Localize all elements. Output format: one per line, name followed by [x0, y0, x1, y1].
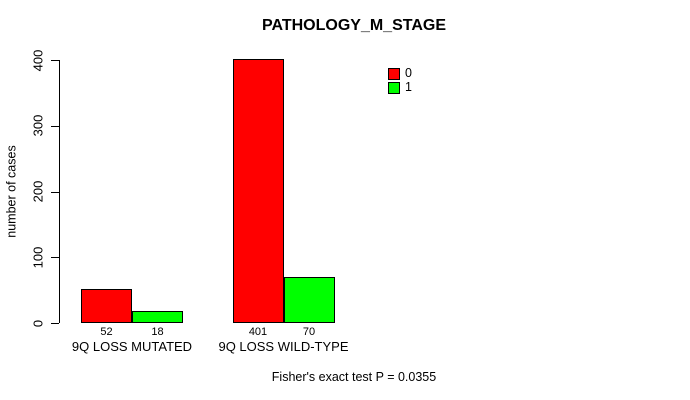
- legend-swatch-red: [388, 67, 400, 80]
- y-axis-tick: [51, 257, 59, 259]
- bar-series-1: [283, 276, 335, 323]
- y-tick-label: 0: [30, 319, 46, 327]
- y-axis-tick: [51, 323, 59, 324]
- legend-label-1: 1: [405, 80, 412, 94]
- legend-label-0: 0: [405, 66, 412, 80]
- y-tick-label: 200: [30, 180, 46, 203]
- y-axis-tick: [51, 60, 59, 61]
- bar-series-0: [81, 288, 132, 323]
- bar-value-label: 401: [248, 326, 268, 338]
- chart-title: PATHOLOGY_M_STAGE: [261, 17, 446, 34]
- bar-value-label: 70: [302, 326, 316, 338]
- legend-swatch-green: [388, 81, 400, 94]
- bar-series-1: [132, 311, 183, 323]
- y-axis-tick: [51, 191, 59, 193]
- y-tick-label: 100: [30, 246, 46, 269]
- bar-value-label: 52: [100, 326, 113, 338]
- legend: 0 1: [388, 67, 412, 95]
- y-axis-line: [59, 60, 60, 323]
- legend-item-1: 1: [388, 81, 412, 94]
- x-category-label: 9Q LOSS WILD-TYPE: [218, 339, 349, 354]
- legend-item-0: 0: [388, 67, 412, 80]
- y-tick-label: 400: [30, 49, 46, 71]
- x-category-label: 9Q LOSS MUTATED: [71, 339, 193, 354]
- y-tick-label: 300: [30, 114, 46, 137]
- bar-series-0: [232, 59, 284, 323]
- bar-value-label: 18: [151, 326, 164, 338]
- fisher-test-annotation: Fisher's exact test P = 0.0355: [271, 370, 437, 384]
- y-axis-label: number of cases: [4, 145, 19, 238]
- y-axis-tick: [51, 125, 59, 127]
